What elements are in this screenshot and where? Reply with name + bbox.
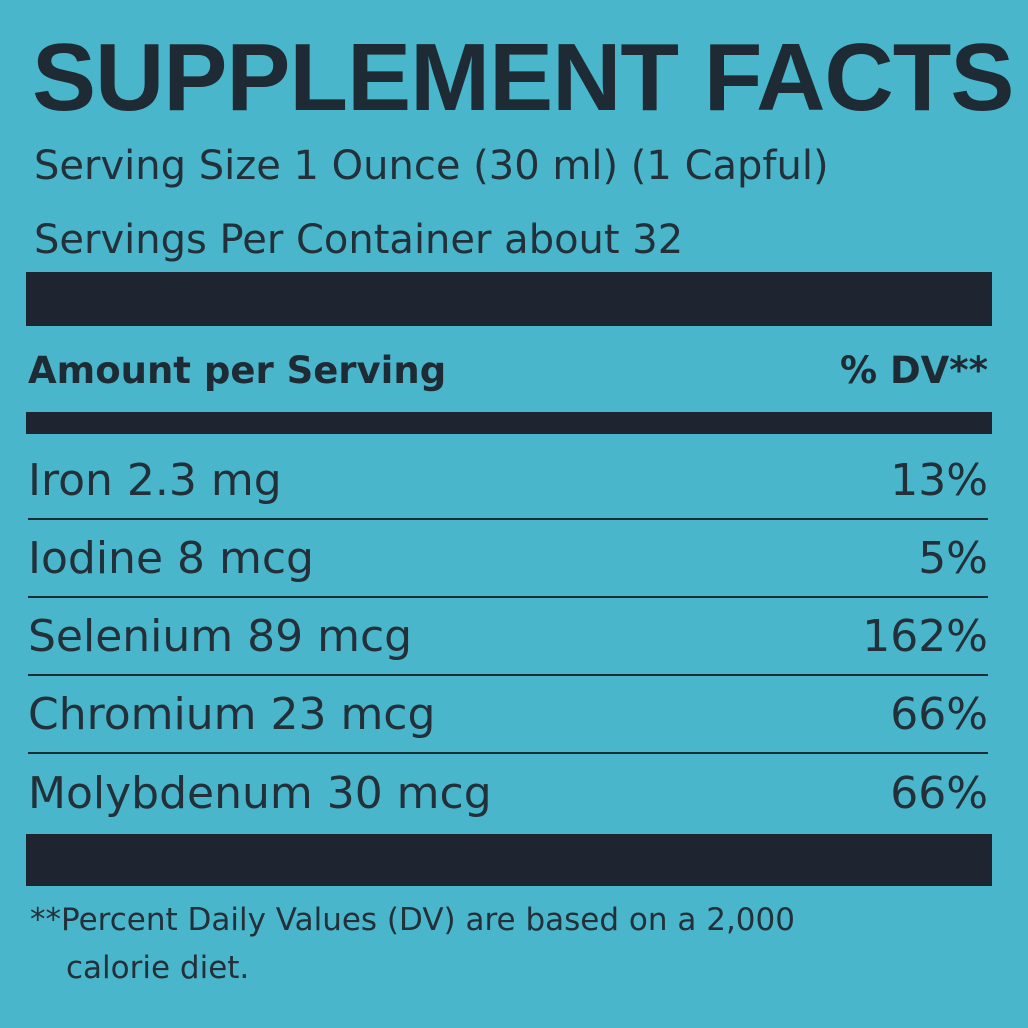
medium-divider: [26, 412, 992, 434]
nutrient-dv: 13%: [890, 454, 988, 506]
supplement-facts-panel: SUPPLEMENT FACTS Serving Size 1 Ounce (3…: [22, 14, 1014, 1014]
nutrient-dv: 162%: [862, 610, 988, 662]
amount-per-serving-header: Amount per Serving: [28, 348, 447, 392]
thick-divider-bottom: [26, 834, 992, 886]
thick-divider-top: [26, 272, 992, 326]
footnote: **Percent Daily Values (DV) are based on…: [30, 896, 970, 992]
nutrient-name: Selenium 89 mcg: [28, 610, 413, 662]
footnote-line-1: **Percent Daily Values (DV) are based on…: [30, 902, 795, 938]
nutrient-row-chromium: Chromium 23 mcg 66%: [28, 676, 988, 754]
nutrient-row-selenium: Selenium 89 mcg 162%: [28, 598, 988, 676]
nutrient-dv: 66%: [890, 767, 988, 819]
nutrient-dv: 66%: [890, 688, 988, 740]
panel-title: SUPPLEMENT FACTS: [32, 24, 1014, 131]
nutrient-row-iodine: Iodine 8 mcg 5%: [28, 520, 988, 598]
footnote-line-2: calorie diet.: [66, 950, 250, 986]
nutrient-name: Chromium 23 mcg: [28, 688, 436, 740]
dv-header: % DV**: [840, 348, 988, 392]
serving-size: Serving Size 1 Ounce (30 ml) (1 Capful): [34, 143, 829, 189]
nutrient-dv: 5%: [918, 532, 988, 584]
nutrient-name: Iron 2.3 mg: [28, 454, 282, 506]
nutrient-list: Iron 2.3 mg 13% Iodine 8 mcg 5% Selenium…: [28, 442, 988, 832]
servings-per-container: Servings Per Container about 32: [34, 217, 684, 263]
column-header-row: Amount per Serving % DV**: [28, 344, 988, 396]
nutrient-row-molybdenum: Molybdenum 30 mcg 66%: [28, 754, 988, 832]
nutrient-name: Iodine 8 mcg: [28, 532, 314, 584]
nutrient-row-iron: Iron 2.3 mg 13%: [28, 442, 988, 520]
nutrient-name: Molybdenum 30 mcg: [28, 767, 492, 819]
